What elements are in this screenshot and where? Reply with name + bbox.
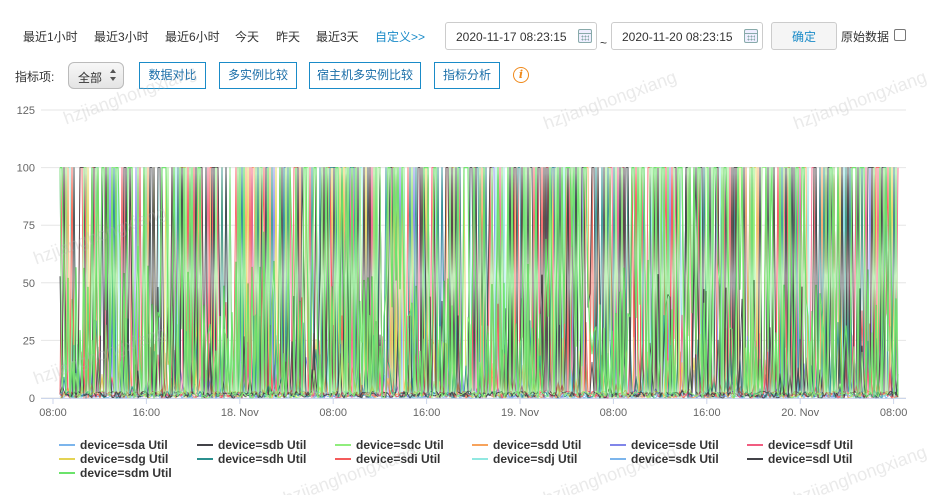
legend-swatch bbox=[197, 458, 213, 460]
legend-swatch bbox=[472, 458, 488, 460]
range-yesterday[interactable]: 昨天 bbox=[276, 30, 301, 44]
legend-swatch bbox=[59, 472, 75, 474]
x-tick-label: 19. Nov bbox=[501, 407, 539, 419]
y-tick-label: 0 bbox=[29, 393, 35, 405]
legend-swatch bbox=[610, 444, 626, 446]
x-tick-label: 08:00 bbox=[600, 407, 628, 419]
legend-swatch bbox=[610, 458, 626, 460]
legend-label: device=sdd Util bbox=[493, 438, 582, 452]
legend-label: device=sdk Util bbox=[631, 452, 719, 466]
range-last-3h[interactable]: 最近3小时 bbox=[94, 30, 149, 44]
legend-swatch bbox=[59, 458, 75, 460]
calendar-icon[interactable] bbox=[744, 29, 758, 43]
select-arrows-icon bbox=[110, 69, 117, 83]
metric-select[interactable]: 全部 bbox=[68, 62, 124, 89]
util-chart: 0 25 50 75 100 125 08:00 16:00 18. Nov 08:00 16:00… bbox=[0, 95, 929, 425]
metric-analysis-button[interactable]: 指标分析 bbox=[434, 62, 500, 89]
x-tick-label: 08:00 bbox=[880, 407, 908, 419]
raw-data-label: 原始数据 bbox=[841, 30, 890, 44]
date-separator: ~ bbox=[600, 36, 608, 50]
range-custom[interactable]: 自定义>> bbox=[375, 30, 426, 44]
x-tick-label: 16:00 bbox=[693, 407, 721, 419]
y-tick-label: 125 bbox=[17, 105, 35, 117]
legend-label: device=sdg Util bbox=[80, 452, 169, 466]
range-last-3d[interactable]: 最近3天 bbox=[316, 30, 359, 44]
legend-label: device=sdc Util bbox=[356, 438, 444, 452]
legend-swatch bbox=[472, 444, 488, 446]
chart-svg: 0 25 50 75 100 125 08:00 16:00 18. Nov 08:00 16:00… bbox=[17, 105, 908, 419]
legend-swatch bbox=[747, 444, 763, 446]
series-line bbox=[60, 167, 899, 399]
legend-swatch bbox=[197, 444, 213, 446]
range-last-6h[interactable]: 最近6小时 bbox=[165, 30, 220, 44]
y-tick-label: 75 bbox=[23, 220, 35, 232]
x-tick-label: 16:00 bbox=[133, 407, 161, 419]
y-tick-label: 25 bbox=[23, 335, 35, 347]
raw-data-checkbox[interactable] bbox=[894, 29, 906, 41]
time-range-toolbar: 最近1小时 最近3小时 最近6小时 今天 昨天 最近3天 自定义>> 2020-… bbox=[0, 22, 929, 52]
range-last-1h[interactable]: 最近1小时 bbox=[23, 30, 78, 44]
confirm-button[interactable]: 确定 bbox=[771, 22, 837, 50]
x-tick-label: 18. Nov bbox=[221, 407, 259, 419]
legend-label: device=sdj Util bbox=[493, 452, 578, 466]
chart-legend: device=sda Util device=sdb Util device=sdc… bbox=[0, 434, 929, 494]
start-date-value: 2020-11-17 08:23:15 bbox=[456, 30, 567, 44]
legend-label: device=sda Util bbox=[80, 438, 168, 452]
legend-label: device=sdb Util bbox=[218, 438, 307, 452]
range-today[interactable]: 今天 bbox=[235, 30, 260, 44]
calendar-icon[interactable] bbox=[578, 29, 592, 43]
data-compare-button[interactable]: 数据对比 bbox=[139, 62, 206, 89]
end-date-value: 2020-11-20 08:23:15 bbox=[622, 30, 733, 44]
x-tick-label: 16:00 bbox=[413, 407, 441, 419]
legend-label: device=sdl Util bbox=[768, 452, 853, 466]
series-line bbox=[59, 167, 899, 399]
metric-label: 指标项: bbox=[15, 70, 55, 84]
info-icon[interactable]: i bbox=[513, 67, 529, 83]
legend-label: device=sdm Util bbox=[80, 466, 172, 480]
metric-select-value: 全部 bbox=[78, 71, 103, 85]
legend-swatch bbox=[747, 458, 763, 460]
legend-swatch bbox=[335, 444, 351, 446]
metric-toolbar: 指标项: 全部 数据对比 多实例比较 宿主机多实例比较 指标分析 i bbox=[0, 62, 929, 90]
x-tick-label: 08:00 bbox=[319, 407, 347, 419]
legend-swatch bbox=[59, 444, 75, 446]
x-tick-label: 20. Nov bbox=[781, 407, 819, 419]
y-tick-label: 100 bbox=[17, 163, 35, 175]
y-tick-label: 50 bbox=[23, 278, 35, 290]
x-tick-label: 08:00 bbox=[39, 407, 67, 419]
legend-swatch bbox=[335, 458, 351, 460]
legend-label: device=sdi Util bbox=[356, 452, 441, 466]
end-date-field[interactable]: 2020-11-20 08:23:15 bbox=[611, 22, 763, 50]
start-date-field[interactable]: 2020-11-17 08:23:15 bbox=[445, 22, 597, 50]
legend-label: device=sdf Util bbox=[768, 438, 854, 452]
legend-label: device=sde Util bbox=[631, 438, 719, 452]
multi-instance-compare-button[interactable]: 多实例比较 bbox=[219, 62, 297, 89]
legend-label: device=sdh Util bbox=[218, 452, 307, 466]
host-multi-instance-compare-button[interactable]: 宿主机多实例比较 bbox=[309, 62, 421, 89]
